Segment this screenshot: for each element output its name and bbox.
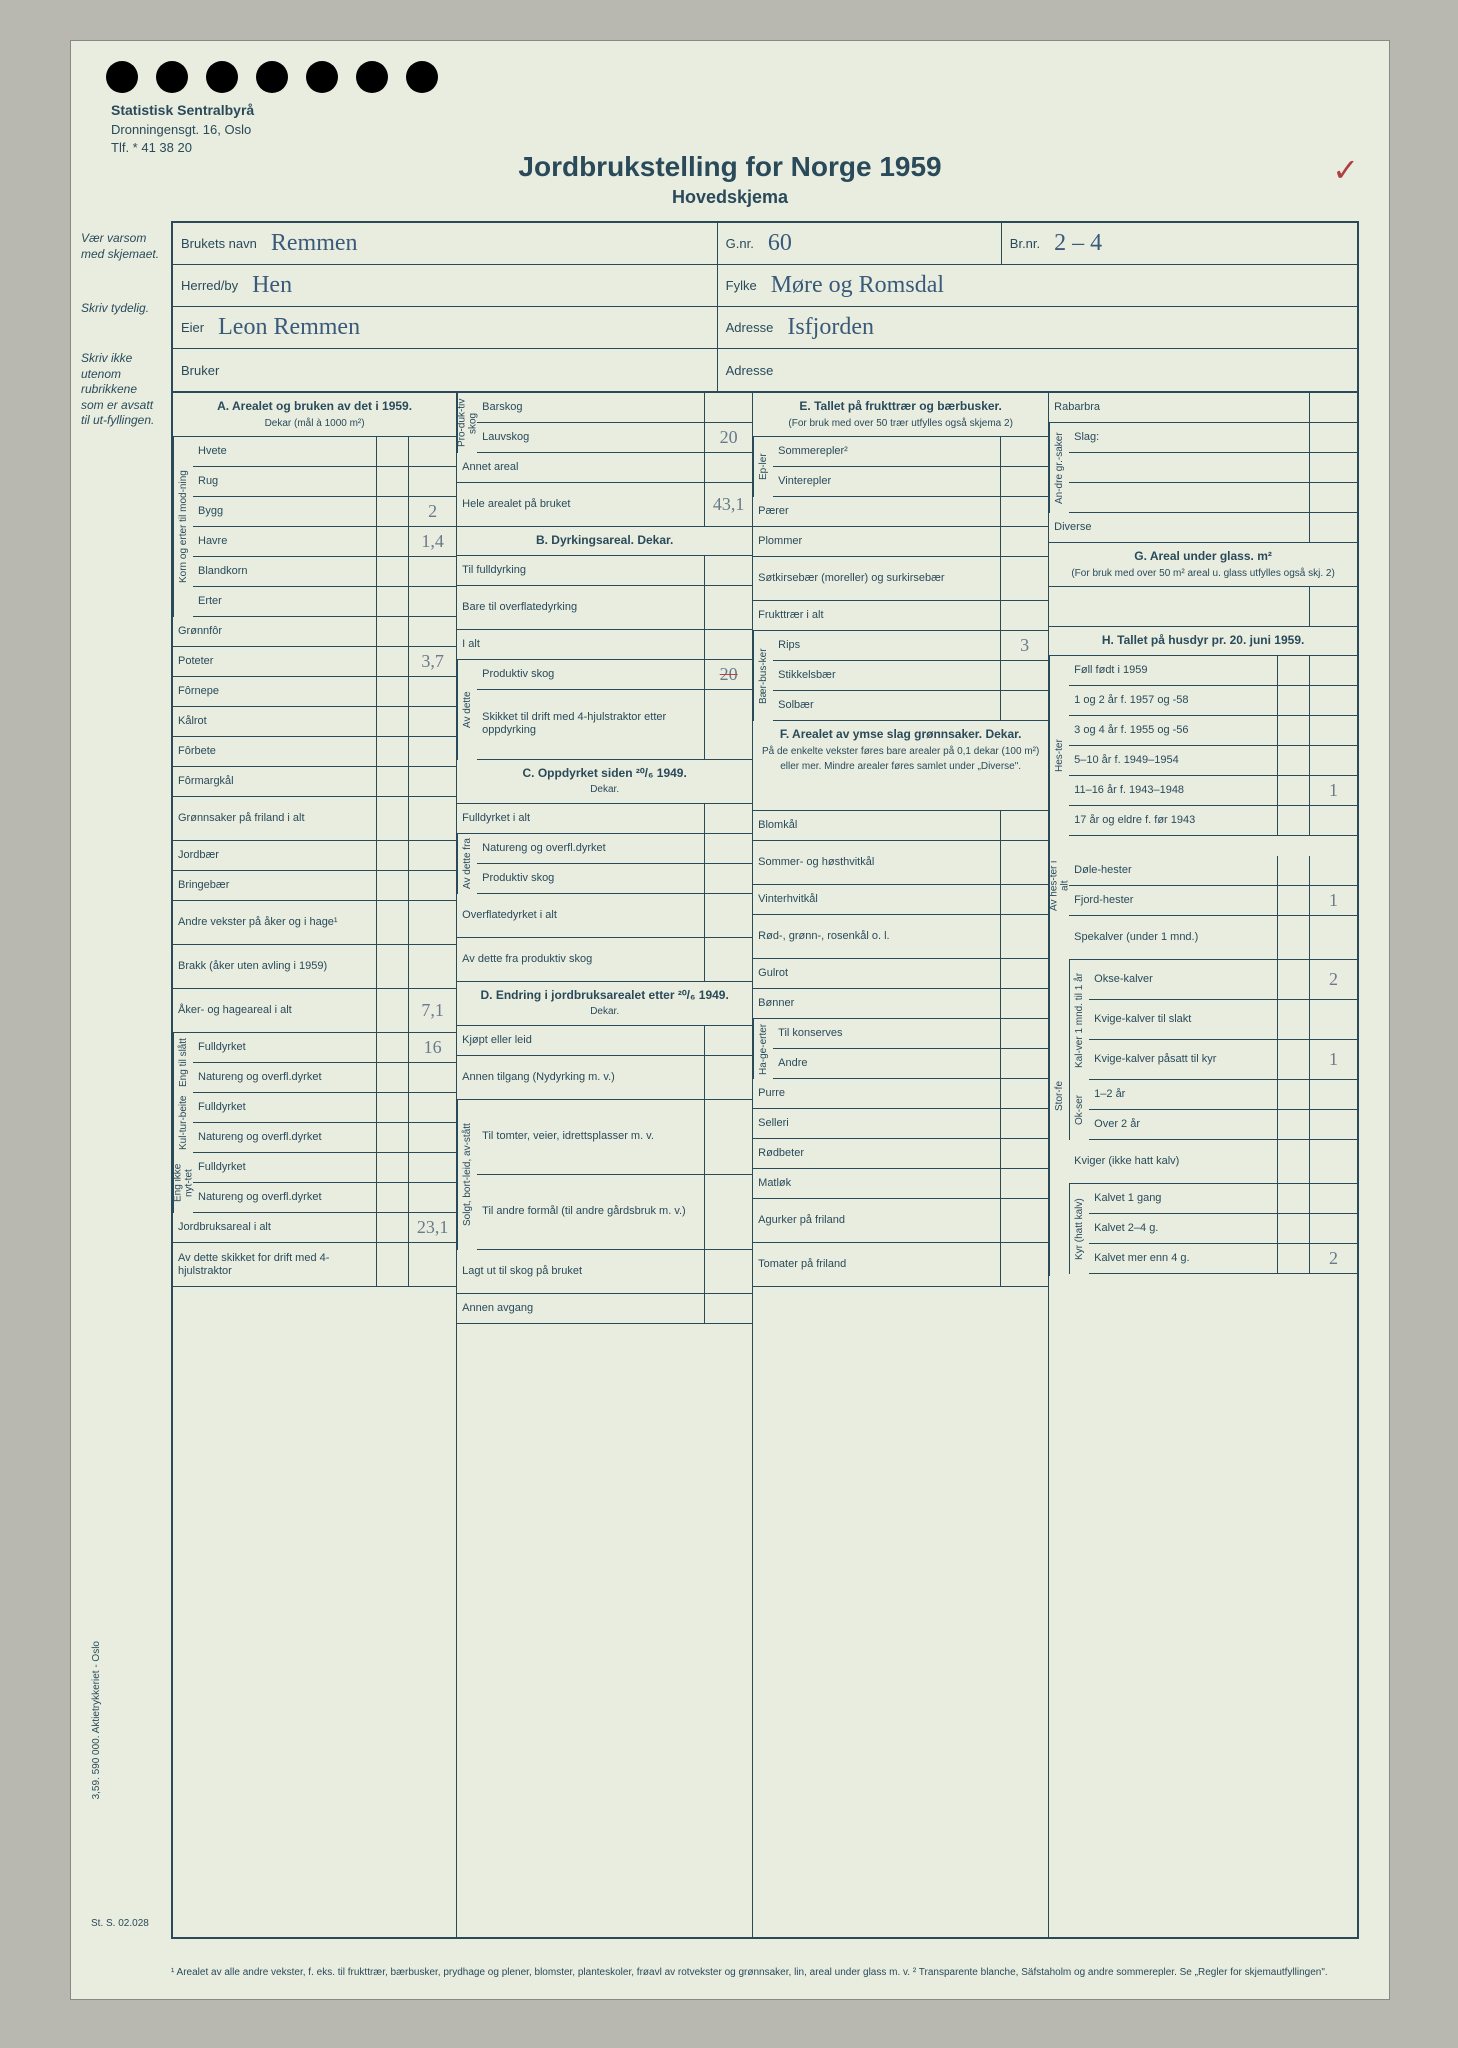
- print-info: 3,59. 590 000. Aktietrykkeriet - Oslo: [91, 1641, 102, 1799]
- brnr-value[interactable]: 2 – 4: [1048, 230, 1357, 257]
- org-tlf: Tlf. * 41 38 20: [111, 139, 254, 157]
- adresse2-label: Adresse: [718, 363, 782, 378]
- col-g: Rabarbra An-dre gr.-saker Slag: Diverse …: [1049, 393, 1357, 1937]
- gnr-value[interactable]: 60: [762, 230, 1001, 257]
- col-b: Pro-duk-tiv skog Barskog Lauvskog20 Anne…: [457, 393, 753, 1937]
- hele-val[interactable]: 43,1: [704, 483, 752, 526]
- d-head: D. Endring i jordbruksarealet etter ²⁰/₆…: [457, 982, 752, 1026]
- top-rows: Brukets navnRemmen G.nr.60 Br.nr.2 – 4 H…: [173, 223, 1357, 393]
- okse-val[interactable]: 2: [1309, 960, 1357, 999]
- brnr-label: Br.nr.: [1002, 236, 1048, 251]
- org-header: Statistisk Sentralbyrå Dronningensgt. 16…: [111, 101, 254, 157]
- poteter-val[interactable]: 3,7: [408, 647, 456, 676]
- margin-note-1: Vær varsom med skjemaet.: [81, 231, 161, 262]
- g-head: G. Areal under glass. m²(For bruk med ov…: [1049, 543, 1357, 587]
- jordbruk-alt-val[interactable]: 23,1: [408, 1213, 456, 1242]
- brukets-navn-label: Brukets navn: [173, 236, 265, 251]
- h-head: H. Tallet på husdyr pr. 20. juni 1959.: [1049, 627, 1357, 656]
- b-head: B. Dyrkingsareal. Dekar.: [457, 527, 752, 556]
- footnote: ¹ Arealet av alle andre vekster, f. eks.…: [171, 1966, 1359, 1979]
- gnr-label: G.nr.: [718, 236, 762, 251]
- title-main: Jordbrukstelling for Norge 1959: [71, 151, 1389, 183]
- punch-holes: [106, 61, 438, 93]
- form-body: Brukets navnRemmen G.nr.60 Br.nr.2 – 4 H…: [171, 221, 1359, 1939]
- bygg-val[interactable]: 2: [408, 497, 456, 526]
- col-e: E. Tallet på frukttrær og bærbusker.(For…: [753, 393, 1049, 1937]
- org-addr: Dronningensgt. 16, Oslo: [111, 121, 254, 139]
- rips-val[interactable]: 3: [1000, 631, 1048, 660]
- havre-val[interactable]: 1,4: [408, 527, 456, 556]
- kmer-val[interactable]: 2: [1309, 1244, 1357, 1273]
- margin-note-3: Skriv ikke utenom rubrikkene som er avsa…: [81, 351, 161, 429]
- title-sub: Hovedskjema: [71, 187, 1389, 208]
- lauvskog-val[interactable]: 20: [704, 423, 752, 452]
- eier-value[interactable]: Leon Remmen: [212, 314, 717, 341]
- checkmark: ✓: [1332, 151, 1359, 189]
- a-head: A. Arealet og bruken av det i 1959.Dekar…: [173, 393, 456, 437]
- eng-full-val[interactable]: 16: [408, 1033, 456, 1062]
- h11-16-val[interactable]: 1: [1309, 776, 1357, 805]
- adresse-label: Adresse: [718, 320, 782, 335]
- f-head: F. Arealet av ymse slag grønnsaker. Deka…: [753, 721, 1048, 811]
- adresse-value[interactable]: Isfjorden: [781, 314, 1357, 341]
- e-head: E. Tallet på frukttrær og bærbusker.(For…: [753, 393, 1048, 437]
- herred-value[interactable]: Hen: [246, 272, 717, 299]
- fylke-value[interactable]: Møre og Romsdal: [765, 272, 1357, 299]
- fjord-val[interactable]: 1: [1309, 886, 1357, 915]
- margin-note-2: Skriv tydelig.: [81, 301, 161, 317]
- bruker-label: Bruker: [173, 363, 227, 378]
- c-head: C. Oppdyrket siden ²⁰/₆ 1949.Dekar.: [457, 760, 752, 804]
- fylke-label: Fylke: [718, 278, 765, 293]
- herred-label: Herred/by: [173, 278, 246, 293]
- prodskog-val[interactable]: 20: [704, 660, 752, 689]
- columns: A. Arealet og bruken av det i 1959.Dekar…: [173, 393, 1357, 1937]
- eier-label: Eier: [173, 320, 212, 335]
- kvige-p-val[interactable]: 1: [1309, 1040, 1357, 1079]
- form-number: St. S. 02.028: [91, 1918, 149, 1929]
- brukets-navn-value[interactable]: Remmen: [265, 230, 717, 257]
- org-name: Statistisk Sentralbyrå: [111, 101, 254, 121]
- form-page: Statistisk Sentralbyrå Dronningensgt. 16…: [70, 40, 1390, 2000]
- korn-vlabel: Korn og erter til mod-ning: [173, 437, 193, 617]
- col-a: A. Arealet og bruken av det i 1959.Dekar…: [173, 393, 457, 1937]
- aker-val[interactable]: 7,1: [408, 989, 456, 1032]
